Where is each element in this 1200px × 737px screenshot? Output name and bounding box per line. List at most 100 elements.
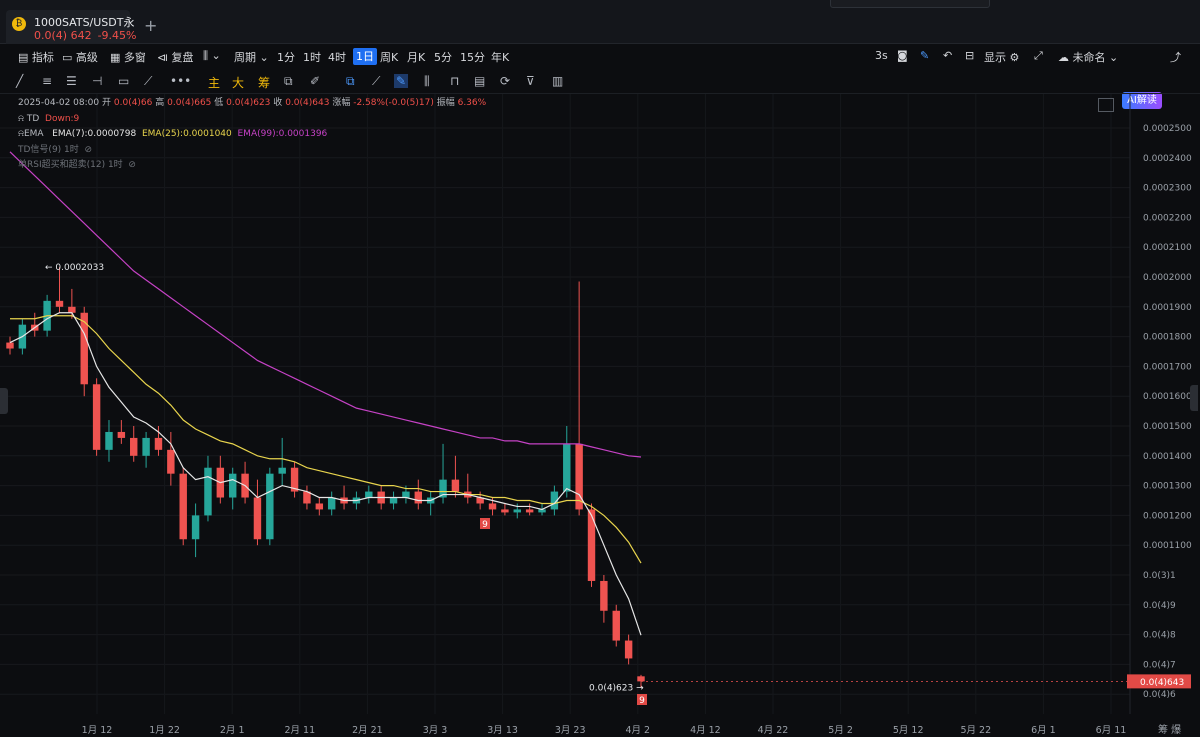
share-icon[interactable]: ⤴ xyxy=(1170,51,1181,64)
ray-tool-icon[interactable]: ⊣ xyxy=(92,74,103,88)
note-icon[interactable]: ▤ xyxy=(474,74,486,88)
symbol-tab[interactable]: ₿ 1000SATS/USDT永 0.0(4) 642 -9.45% xyxy=(6,10,137,44)
candle-body xyxy=(105,431,113,450)
td-row[interactable]: ⍾ TD Down:9 xyxy=(18,112,486,128)
interval-1h[interactable]: 1时 xyxy=(303,51,321,64)
candle-body xyxy=(92,384,101,450)
camera-icon[interactable]: ◙ xyxy=(897,49,908,62)
td-mark-label: 9 xyxy=(482,520,488,530)
big-order-button[interactable]: 大 xyxy=(232,76,245,90)
x-tick-label: 4月 12 xyxy=(690,725,721,736)
template-icon[interactable]: ⟳ xyxy=(500,74,511,88)
display-button[interactable]: 显示 ⚙ xyxy=(984,51,1020,64)
rsi-row[interactable]: 单RSI超买和超卖(12) 1时 ⊘ xyxy=(18,158,486,174)
main-force-button[interactable]: 主 xyxy=(208,76,221,90)
refresh-rate[interactable]: 3s xyxy=(875,49,888,62)
advanced-button[interactable]: ▭ 高级 xyxy=(62,51,98,64)
hidden-eye-icon[interactable]: ⊘ xyxy=(84,144,93,155)
multi-window-button[interactable]: ▦ 多窗 xyxy=(110,51,146,64)
filter-icon[interactable]: ⊽ xyxy=(526,74,535,88)
candle-body xyxy=(191,515,200,540)
indicators-button[interactable]: ▤ 指标 xyxy=(18,51,54,64)
replay-button[interactable]: ⧏ 复盘 xyxy=(157,51,194,64)
interval-1d[interactable]: 1日 xyxy=(353,48,377,65)
left-scroll-handle[interactable] xyxy=(0,388,8,414)
layout-icon[interactable]: ⊟ xyxy=(965,49,975,62)
symbol-price: 0.0(4) 642 -9.45% xyxy=(34,29,137,42)
ruler-icon[interactable]: ⟋ xyxy=(372,74,381,88)
interval-4h[interactable]: 4时 xyxy=(328,51,346,64)
layout-name-dropdown[interactable]: ☁ 未命名 ⌄ xyxy=(1058,51,1119,64)
undo-icon[interactable]: ↶ xyxy=(943,49,953,62)
interval-1m[interactable]: 1分 xyxy=(277,51,295,64)
multi-window-label: 多窗 xyxy=(123,51,146,64)
copy-icon[interactable]: ⧉ xyxy=(284,74,293,88)
candle-body xyxy=(389,497,398,504)
x-tick-label: 2月 21 xyxy=(352,725,383,736)
candle-body xyxy=(266,473,274,540)
x-tick-label: 5月 2 xyxy=(828,725,853,736)
y-tick-label: 0.0001100 xyxy=(1143,541,1192,551)
hidden-eye-icon[interactable]: ⊘ xyxy=(128,160,136,170)
interval-15m[interactable]: 15分 xyxy=(460,51,485,64)
trendline-tool-icon[interactable]: ╱ xyxy=(16,74,24,88)
candle-body xyxy=(637,676,645,682)
chips-button[interactable]: 筹 xyxy=(258,76,271,90)
right-scroll-handle[interactable] xyxy=(1190,385,1198,411)
candle-body xyxy=(253,497,262,540)
ema7-value: EMA(7):0.0000798 xyxy=(52,129,137,139)
y-tick-label: 0.0002400 xyxy=(1143,154,1192,164)
candle-body xyxy=(476,497,484,504)
add-tab-icon[interactable]: + xyxy=(144,16,158,35)
ema25-value: EMA(25):0.0001040 xyxy=(141,129,232,139)
interval-1y[interactable]: 年K xyxy=(491,51,510,64)
y-tick-label: 0.0(4)6 xyxy=(1143,690,1176,700)
ai-analysis-button[interactable]: AI解读 xyxy=(1122,92,1162,109)
ema-row[interactable]: ⍾EMA EMA(7):0.0000798 EMA(25):0.0001040 … xyxy=(18,127,486,143)
pen-icon[interactable]: ✎ xyxy=(394,74,409,88)
candle-style-icon[interactable]: ⫼ xyxy=(424,74,430,88)
candle-body xyxy=(290,467,299,492)
candle-body xyxy=(55,300,64,307)
interval-1mo[interactable]: 月K xyxy=(407,51,426,64)
magnet-icon[interactable]: ⧉ xyxy=(346,74,355,88)
legend-date: 2025-04-02 08:00 xyxy=(18,98,100,108)
period-dropdown[interactable]: 周期 ⌄ xyxy=(234,51,269,64)
candle-body xyxy=(488,503,497,510)
brush-icon[interactable]: ✐ xyxy=(310,74,321,88)
interval-5m[interactable]: 5分 xyxy=(434,51,452,64)
candle-body xyxy=(142,437,150,456)
td-signal-label: TD信号(9) 1时 xyxy=(18,144,79,155)
interval-1w[interactable]: 周K xyxy=(380,51,399,64)
price-chart[interactable]: 0.0002500 0.0002400 0.0002300 0.0002200 0.00… xyxy=(0,94,1200,737)
td-label: TD xyxy=(26,113,40,124)
td-signal-row[interactable]: TD信号(9) 1时 ⊘ xyxy=(18,143,486,159)
candle-body xyxy=(315,503,324,510)
bell-icon[interactable]: ⍾ xyxy=(18,129,24,139)
td-value: Down:9 xyxy=(45,113,80,124)
parallel-tool-icon[interactable]: ☰ xyxy=(66,74,77,88)
edit-icon[interactable]: ✎ xyxy=(920,49,930,62)
y-tick-label: 0.0001800 xyxy=(1143,333,1192,343)
lock-icon[interactable]: ⊓ xyxy=(450,74,460,88)
x-tick-label: 3月 3 xyxy=(423,725,448,736)
layout-name-label: 未命名 xyxy=(1072,51,1106,64)
candle-body xyxy=(538,509,546,513)
trash-icon[interactable]: ▥ xyxy=(552,74,564,88)
x-tick-label: 5月 22 xyxy=(960,725,991,736)
y-tick-label: 0.0001400 xyxy=(1143,452,1192,462)
expand-chart-icon[interactable] xyxy=(1098,98,1114,112)
candle-body xyxy=(327,497,336,510)
x-tick-label: 3月 13 xyxy=(487,725,518,736)
hline-tool-icon[interactable]: ≡ xyxy=(42,74,53,88)
rectangle-tool-icon[interactable]: ▭ xyxy=(118,74,130,88)
close-label: 收 xyxy=(273,98,283,108)
y-tick-label: 0.0(4)8 xyxy=(1143,631,1176,641)
search-input[interactable] xyxy=(830,0,990,8)
more-tools-icon[interactable]: ••• xyxy=(170,74,192,88)
bell-icon[interactable]: ⍾ xyxy=(18,113,24,124)
chart-type-dropdown[interactable]: ⫼ ⌄ xyxy=(203,49,221,62)
fullscreen-icon[interactable]: ⤢ xyxy=(1034,49,1043,62)
price-change: -9.45% xyxy=(97,29,137,42)
measure-tool-icon[interactable]: ⟋ xyxy=(144,74,153,88)
